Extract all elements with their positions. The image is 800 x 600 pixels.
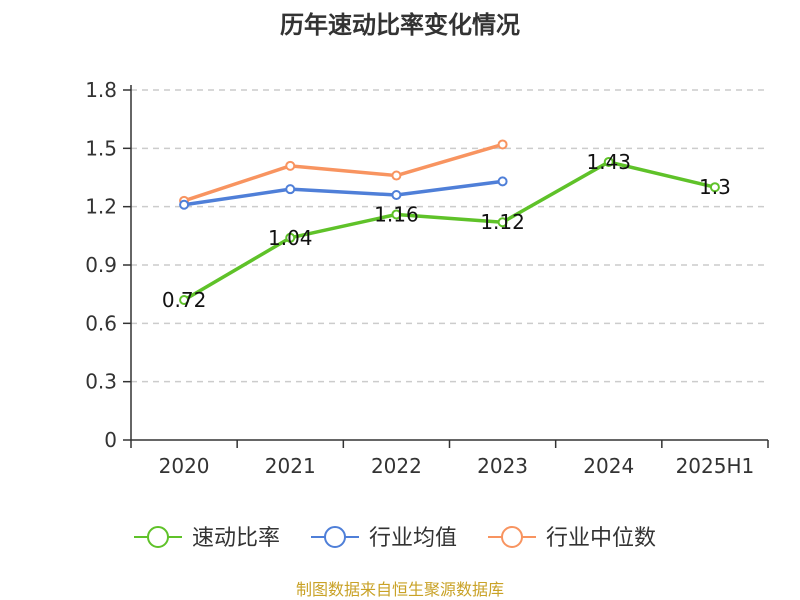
legend-marker	[324, 526, 346, 548]
x-tick-label: 2021	[265, 454, 316, 478]
data-point	[285, 232, 296, 243]
x-tick-label: 2023	[477, 454, 528, 478]
data-point	[179, 199, 190, 210]
x-tick-label: 2020	[159, 454, 210, 478]
data-point	[709, 182, 720, 193]
legend-item-1[interactable]: 行业均值	[311, 526, 457, 551]
y-tick-label: 0	[104, 428, 117, 452]
data-point	[285, 184, 296, 195]
axes: 0 0.3 0.6 0.9 1.2 1.5 1.8 2020 2021 2022 2023 2024 2…	[85, 78, 769, 478]
y-tick-label: 1.8	[85, 78, 117, 102]
legend-item-2[interactable]: 行业中位数	[488, 526, 656, 551]
data-point	[179, 295, 190, 305]
y-tick-label: 0.6	[85, 311, 117, 335]
series-line-0	[183, 160, 716, 302]
data-label: 1.3	[699, 175, 731, 199]
data-point	[285, 160, 296, 171]
x-tick-label: 2022	[371, 454, 422, 478]
data-point	[497, 139, 508, 150]
data-labels: 0.72 1.04 1.16 1.12 1.43 1.3	[162, 150, 731, 312]
series-line-1	[183, 179, 503, 207]
legend-label: 行业均值	[369, 526, 457, 551]
data-point	[603, 156, 614, 167]
x-tick-label: 2024	[583, 454, 634, 478]
data-point	[391, 190, 402, 200]
legend-label: 行业中位数	[546, 526, 656, 551]
grid	[131, 89, 768, 383]
y-tick-label: 1.5	[85, 136, 117, 160]
series-line-2	[183, 142, 504, 203]
data-label: 1.12	[480, 210, 525, 234]
data-point	[391, 209, 402, 220]
data-label: 0.72	[162, 288, 207, 312]
legend-label: 速动比率	[192, 526, 280, 551]
series	[179, 139, 720, 305]
y-tick-label: 0.9	[85, 253, 117, 277]
y-tick-label: 1.2	[85, 195, 117, 219]
data-label: 1.16	[374, 202, 419, 226]
data-point	[391, 170, 402, 181]
legend: 速动比率 行业均值 行业中位数	[134, 526, 656, 551]
data-label: 1.04	[268, 226, 313, 250]
data-point	[497, 217, 508, 228]
data-label: 1.43	[586, 150, 631, 174]
source-note: 制图数据来自恒生聚源数据库	[296, 580, 504, 599]
data-point	[497, 176, 508, 187]
legend-item-0[interactable]: 速动比率	[134, 526, 280, 551]
x-tick-label: 2025H1	[676, 454, 755, 478]
chart-title: 历年速动比率变化情况	[280, 11, 520, 39]
y-tick-label: 0.3	[85, 370, 117, 394]
legend-marker	[501, 526, 523, 548]
legend-marker	[147, 526, 169, 548]
